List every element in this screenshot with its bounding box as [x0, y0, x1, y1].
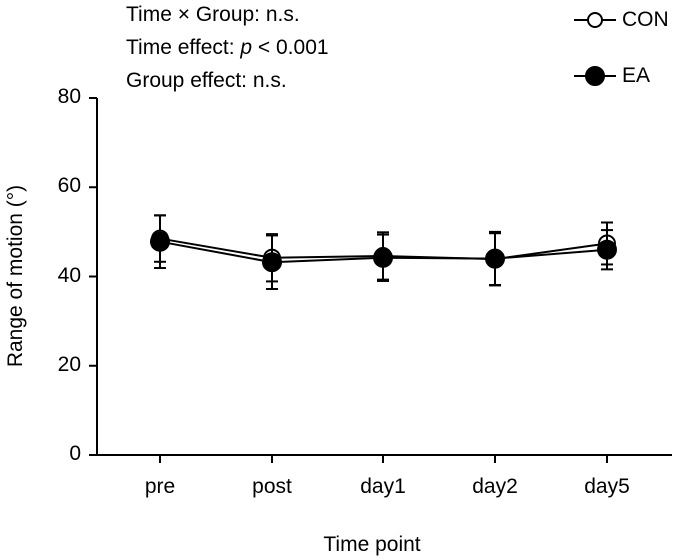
y-tick-label: 40 — [57, 263, 81, 287]
group-effect-annotation: Group effect: n.s. — [126, 69, 287, 92]
data-point-ea — [150, 231, 170, 252]
data-point-ea — [262, 252, 282, 273]
y-tick-label: 80 — [57, 85, 81, 108]
time-effect-suffix: < 0.001 — [252, 36, 329, 59]
data-point-ea — [373, 247, 393, 268]
data-point-ea — [597, 239, 617, 260]
x-tick-label: post — [252, 475, 292, 498]
time-effect-annotation: Time effect: p < 0.001 — [126, 36, 329, 60]
filled-circle-icon — [574, 66, 616, 86]
x-tick-label: day1 — [360, 475, 406, 498]
x-axis-label: Time point — [323, 533, 421, 556]
y-tick-label: 0 — [69, 442, 81, 465]
legend-item-ea: EA — [572, 64, 650, 88]
x-tick-label: day2 — [472, 475, 518, 498]
x-tick-label: day5 — [584, 475, 630, 498]
y-tick-label: 60 — [57, 174, 81, 198]
legend-label-con: CON — [622, 8, 669, 31]
open-circle-icon — [574, 12, 616, 28]
y-tick-label: 20 — [57, 352, 81, 376]
x-tick-label: pre — [144, 475, 176, 498]
legend-item-con: CON — [572, 8, 669, 32]
time-effect-p: p — [240, 36, 253, 59]
interaction-annotation: Time × Group: n.s. — [126, 3, 300, 26]
time-effect-prefix: Time effect: — [126, 36, 241, 59]
data-point-ea — [485, 248, 505, 269]
legend-label-ea: EA — [622, 64, 651, 87]
